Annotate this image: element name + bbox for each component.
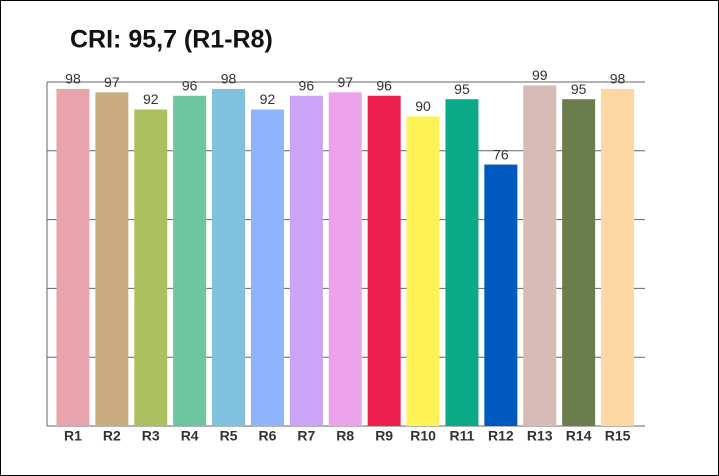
- value-label: 90: [415, 98, 431, 114]
- bar: [601, 88, 635, 426]
- bar: [445, 99, 479, 426]
- bar: [367, 95, 401, 426]
- value-label: 96: [182, 77, 198, 93]
- x-tick-label: R10: [410, 428, 436, 444]
- bar: [484, 164, 518, 426]
- value-label: 76: [493, 146, 509, 162]
- chart-title: CRI: 95,7 (R1-R8): [70, 26, 273, 54]
- value-label: 98: [221, 71, 237, 87]
- value-label: 97: [104, 74, 120, 90]
- x-tick-label: R9: [375, 428, 393, 444]
- x-tick-label: R1: [64, 428, 82, 444]
- x-tick-label: R14: [566, 428, 592, 444]
- x-tick-label: R5: [220, 428, 238, 444]
- value-label: 92: [143, 91, 159, 107]
- x-tick-label: R8: [336, 428, 354, 444]
- x-tick-label: R3: [142, 428, 160, 444]
- bar: [134, 109, 168, 427]
- bar: [328, 92, 362, 426]
- value-label: 92: [260, 91, 276, 107]
- bar: [173, 95, 207, 426]
- value-label: 96: [376, 77, 392, 93]
- bar: [56, 88, 90, 426]
- value-label: 98: [65, 71, 81, 87]
- value-label: 95: [571, 81, 587, 97]
- value-label: 97: [337, 74, 353, 90]
- value-label: 98: [610, 71, 626, 87]
- x-tick-label: R12: [488, 428, 514, 444]
- bar: [250, 109, 284, 427]
- bar: [95, 92, 129, 426]
- x-tick-label: R11: [449, 428, 474, 444]
- value-label: 96: [299, 77, 315, 93]
- value-label: 95: [454, 81, 470, 97]
- value-label: 99: [532, 67, 548, 83]
- x-tick-label: R15: [605, 428, 631, 444]
- bar: [406, 116, 440, 427]
- x-tick-label: R4: [181, 428, 199, 444]
- x-tick-label: R7: [297, 428, 315, 444]
- x-tick-label: R13: [527, 428, 553, 444]
- bar: [562, 99, 596, 426]
- x-tick-label: R6: [258, 428, 276, 444]
- bar: [212, 88, 246, 426]
- x-tick-label: R2: [103, 428, 121, 444]
- bar: [523, 85, 557, 426]
- bar: [289, 95, 323, 426]
